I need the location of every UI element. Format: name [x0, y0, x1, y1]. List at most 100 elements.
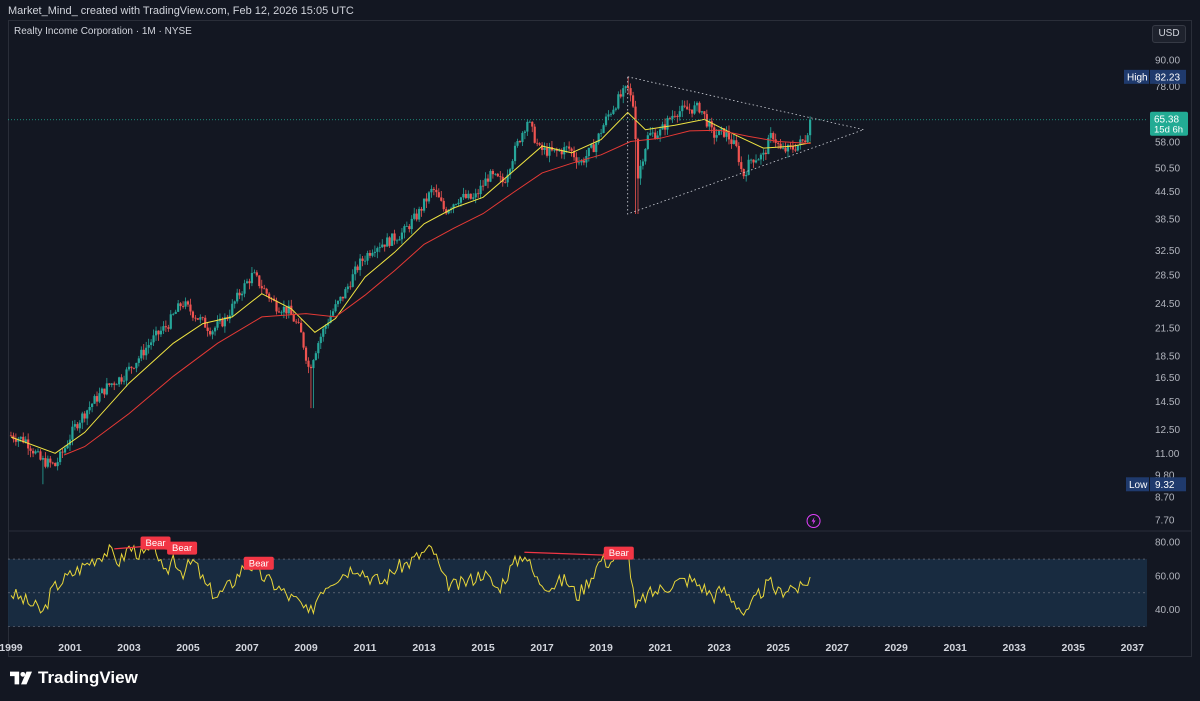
- tradingview-logo-text: TradingView: [38, 668, 138, 687]
- candle-body: [799, 139, 802, 145]
- candle-body: [127, 366, 131, 370]
- bear-label: Bear: [249, 558, 269, 569]
- candle-body: [558, 150, 561, 152]
- price-axis-label: 78.00: [1155, 82, 1180, 93]
- candle-body: [268, 293, 271, 299]
- candle-body: [248, 281, 251, 284]
- candle-body: [413, 213, 416, 219]
- price-axis-label: 8.70: [1155, 493, 1175, 504]
- candle-body: [83, 413, 86, 419]
- candle-body: [317, 343, 320, 354]
- price-axis-label: 18.50: [1155, 351, 1180, 362]
- candle-body: [703, 111, 706, 115]
- candle-body: [125, 369, 128, 381]
- candle-body: [292, 314, 295, 322]
- candle-body: [363, 260, 367, 262]
- candle-body: [122, 380, 126, 382]
- candle-body: [604, 116, 608, 126]
- last-price-value: 65.38: [1154, 115, 1179, 126]
- candle-body: [398, 239, 401, 241]
- candle-body: [501, 176, 504, 183]
- price-axis-label: 90.00: [1155, 55, 1180, 66]
- chart-frame[interactable]: [8, 20, 1192, 657]
- candle-body: [494, 173, 497, 175]
- candle-body: [472, 197, 475, 199]
- candle-body: [641, 161, 645, 166]
- candle-body: [479, 185, 482, 195]
- candle-body: [366, 253, 369, 261]
- candle-body: [536, 142, 539, 144]
- symbol-legend[interactable]: Realty Income Corporation · 1M · NYSE: [14, 26, 192, 37]
- candle-body: [752, 159, 755, 163]
- candle-body: [201, 317, 204, 319]
- currency-button[interactable]: USD: [1152, 25, 1186, 43]
- candle-body: [718, 129, 721, 136]
- candle-body: [757, 159, 760, 161]
- candle-body: [206, 327, 209, 331]
- last-price-badge: [1150, 111, 1188, 136]
- time-axis-label: 2023: [707, 642, 731, 654]
- candle-body: [174, 311, 177, 314]
- candle-body: [415, 213, 418, 220]
- attribution-text: Market_Mind_ created with TradingView.co…: [8, 5, 354, 17]
- candle-body: [31, 450, 35, 454]
- candle-body: [572, 151, 576, 158]
- candle-body: [300, 322, 303, 333]
- candle-body: [236, 292, 239, 302]
- candle-body: [622, 88, 625, 97]
- candle-body: [568, 146, 571, 149]
- candle-body: [103, 388, 106, 395]
- time-axis-label: 2001: [58, 642, 82, 654]
- tradingview-logo[interactable]: TradingView: [10, 668, 138, 688]
- candle-body: [390, 233, 394, 246]
- candle-body: [781, 147, 785, 149]
- time-axis-label: 2017: [530, 642, 554, 654]
- candle-body: [474, 193, 477, 198]
- candle-body: [538, 143, 541, 145]
- candle-body: [732, 140, 735, 144]
- candle-body: [164, 326, 167, 328]
- candle-body: [17, 438, 20, 442]
- price-axis-label: 21.50: [1155, 323, 1180, 334]
- candle-body: [804, 140, 807, 143]
- candle-body: [177, 303, 180, 312]
- candle-body: [290, 305, 293, 315]
- candle-body: [145, 347, 148, 356]
- candle-body: [49, 458, 52, 463]
- price-axis-label: 38.50: [1155, 214, 1180, 225]
- candle-body: [260, 286, 263, 289]
- candle-body: [454, 204, 458, 205]
- candle-body: [516, 141, 519, 146]
- candle-body: [624, 86, 627, 89]
- candle-body: [425, 198, 428, 202]
- candle-body: [341, 296, 345, 299]
- candle-body: [651, 132, 654, 134]
- price-axis-label: 9.80: [1155, 470, 1175, 481]
- candle-body: [715, 135, 718, 138]
- candle-body: [730, 139, 733, 144]
- candle-body: [302, 332, 305, 348]
- candle-body: [509, 169, 512, 175]
- candle-body: [147, 345, 150, 348]
- lightning-icon[interactable]: [806, 514, 821, 528]
- candle-body: [740, 162, 743, 170]
- candle-body: [39, 451, 42, 460]
- candle-body: [627, 86, 630, 89]
- candle-body: [130, 366, 133, 368]
- rsi-line: [10, 539, 811, 616]
- candle-body: [81, 413, 84, 423]
- candle-body: [725, 131, 728, 137]
- candle-body: [410, 218, 413, 230]
- candle-body: [698, 102, 701, 113]
- bear-label: Bear: [172, 543, 192, 554]
- price-axis-label: 24.50: [1155, 299, 1180, 310]
- candle-body: [344, 289, 347, 299]
- candle-body: [794, 149, 797, 151]
- candle-body: [631, 95, 635, 107]
- candle-body: [676, 115, 679, 117]
- time-axis-label: 2033: [1003, 642, 1027, 654]
- candle-body: [801, 139, 804, 141]
- candle-body: [51, 462, 54, 464]
- candle-body: [767, 137, 770, 155]
